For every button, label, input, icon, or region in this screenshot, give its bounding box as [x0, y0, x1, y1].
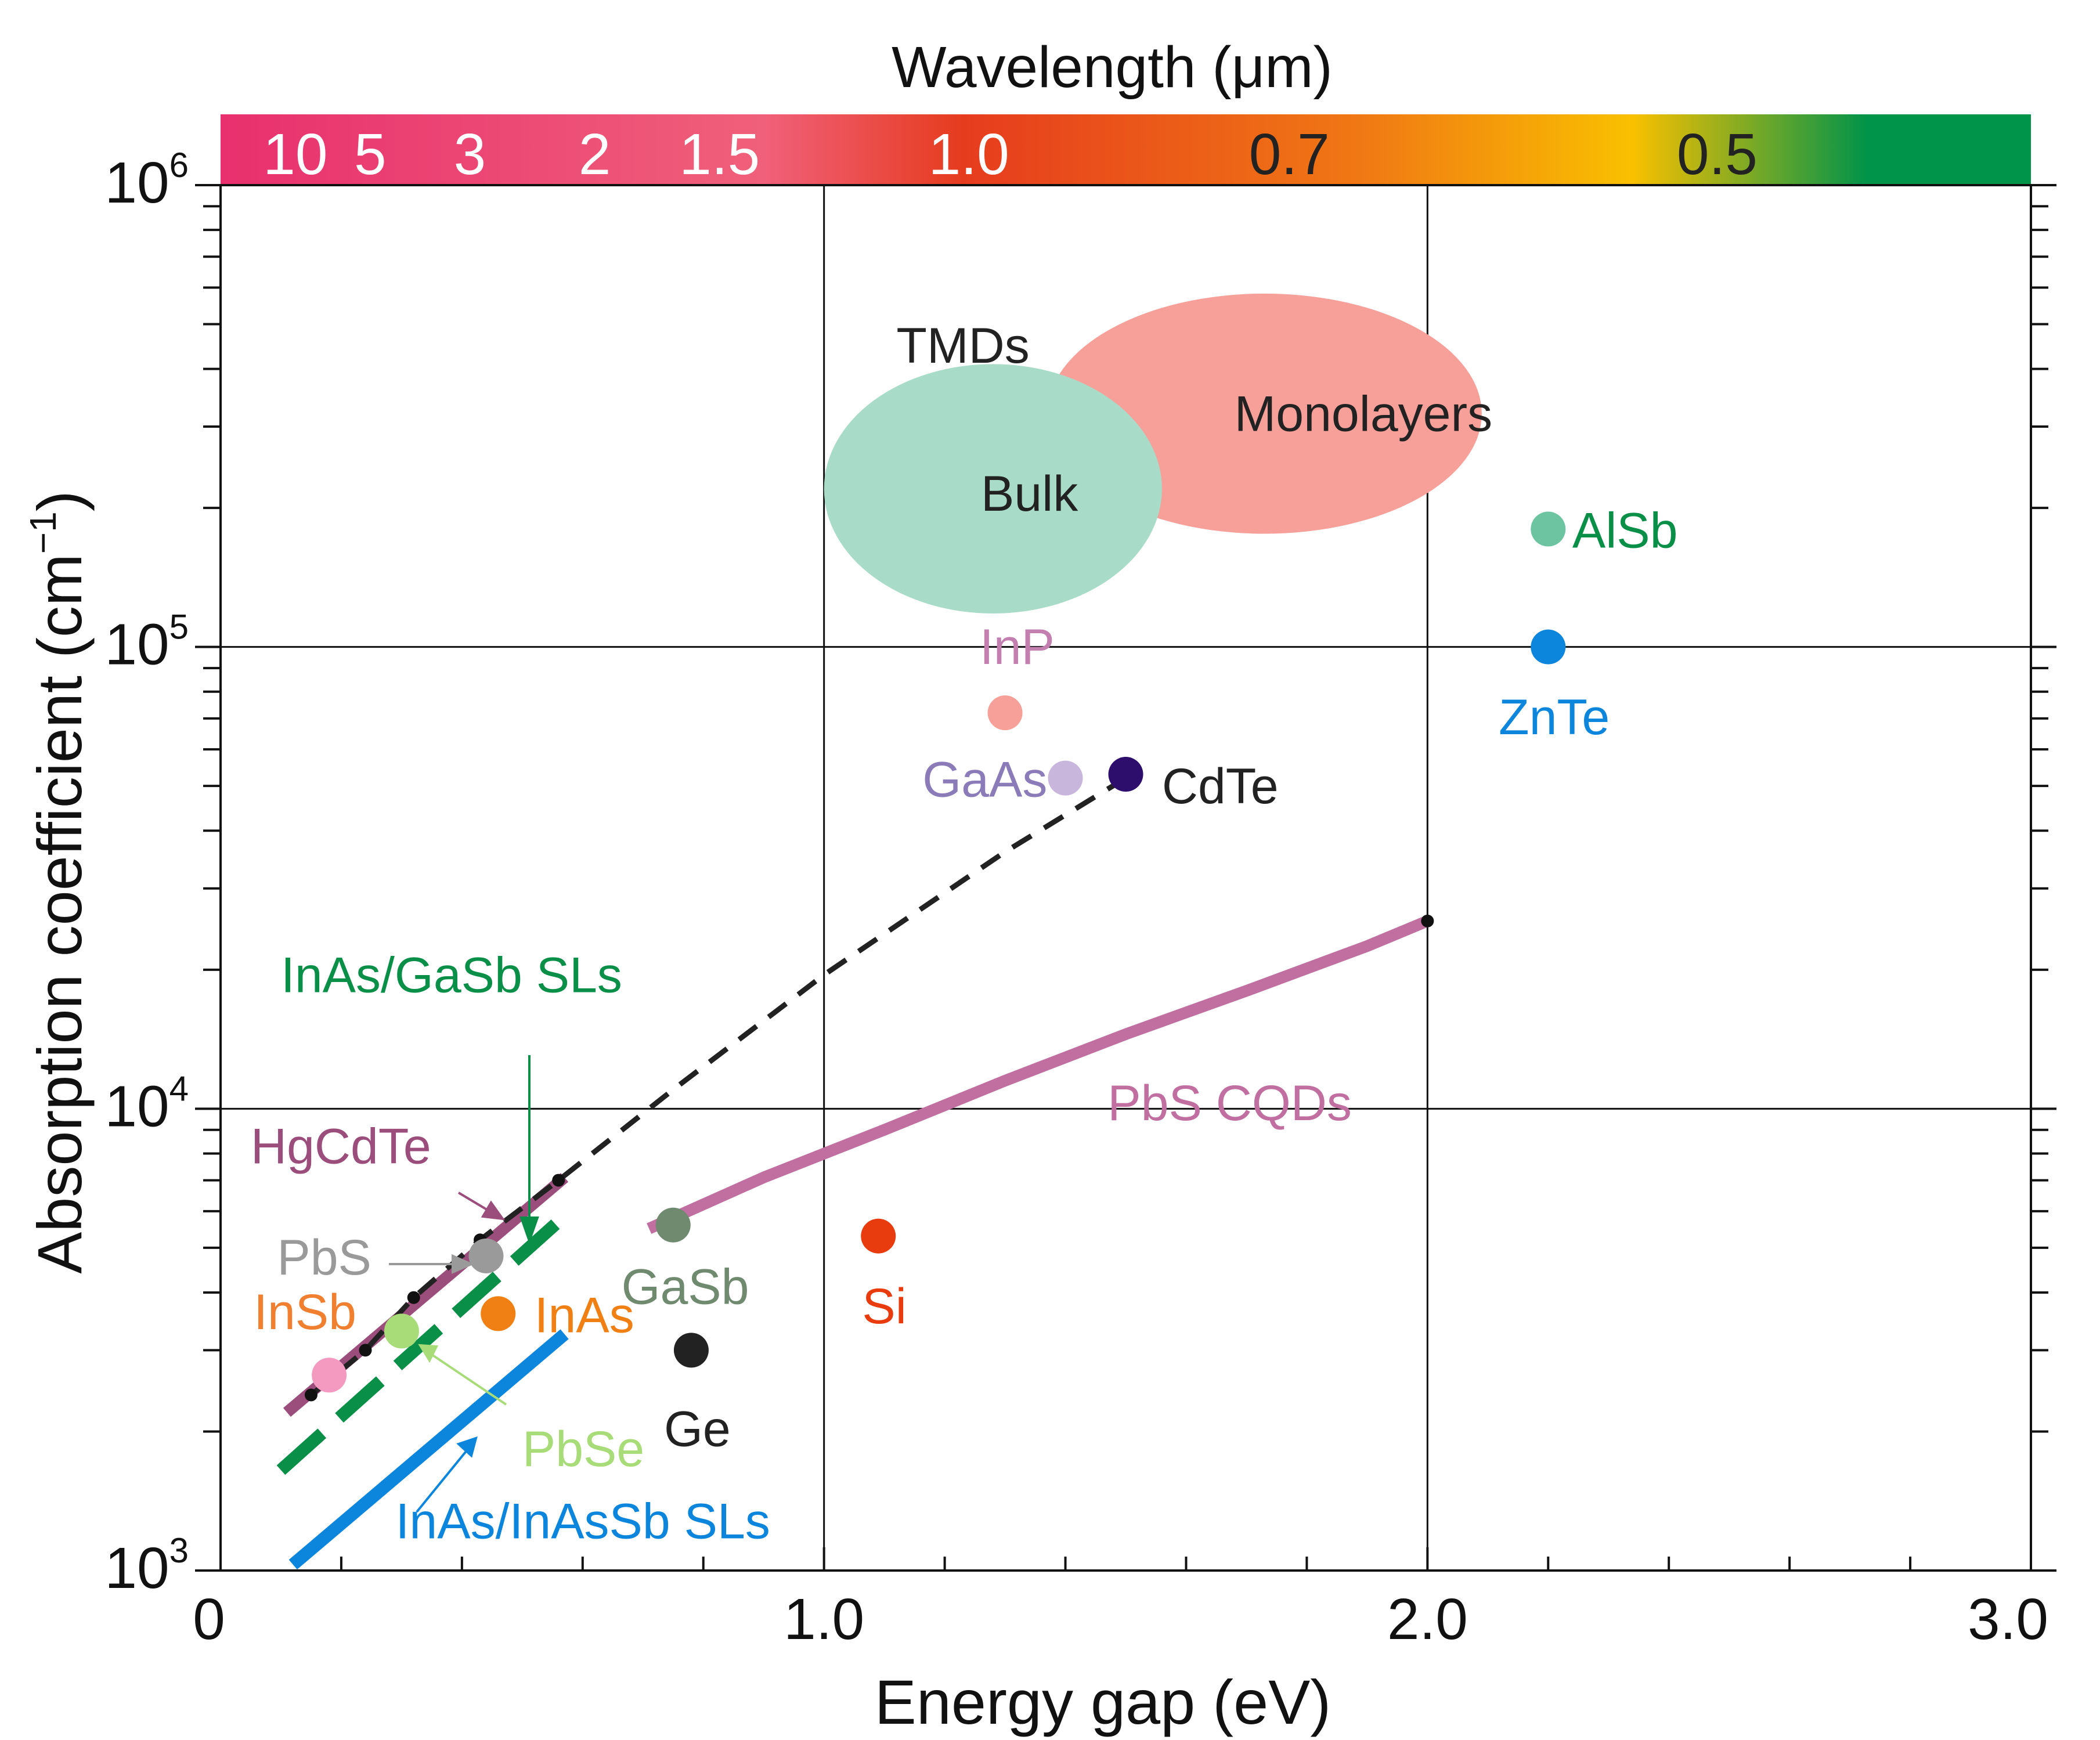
wavelength-label-10: 10 — [263, 122, 327, 187]
x-tick-label: 0 — [193, 1587, 225, 1652]
series-marker-dot — [304, 1388, 317, 1402]
wavelength-label-1-5: 1.5 — [679, 122, 760, 187]
inas-inassb-arrow — [416, 1445, 471, 1513]
y-tick-exp: 6 — [169, 146, 189, 185]
point-insb — [312, 1358, 347, 1393]
y-tick-base: 10 — [104, 1074, 169, 1139]
point-label-pbs: PbS — [277, 1230, 371, 1286]
annotation-hgcdte: HgCdTe — [251, 1119, 431, 1175]
series-line-pbs-cqds — [647, 915, 1430, 1234]
point-label-gaas: GaAs — [922, 752, 1047, 808]
pbse-arrow — [427, 1351, 507, 1406]
label-arrows — [389, 1055, 539, 1513]
inas-inassb-arrow-head — [456, 1436, 478, 1458]
point-inp — [987, 695, 1023, 731]
wavelength-label-0-7: 0.7 — [1249, 122, 1330, 187]
wavelength-label-0-5: 0.5 — [1677, 122, 1758, 187]
wavelength-label-1-0: 1.0 — [929, 122, 1009, 187]
inas-gasb-arrow-head — [519, 1216, 539, 1245]
series-line-inas-inassb-sls — [288, 1329, 569, 1570]
y-tick-base: 10 — [104, 150, 169, 215]
annotation-bulk: Bulk — [981, 466, 1078, 522]
hgcdte-arrow-head — [481, 1200, 506, 1221]
y-axis-label: Absorption coefficient (cm−1) — [22, 490, 95, 1274]
point-label-ge: Ge — [664, 1402, 731, 1457]
y-tick-exp: 4 — [169, 1069, 189, 1108]
wavelength-label-2: 2 — [579, 122, 611, 187]
y-tick-base: 10 — [104, 1536, 169, 1601]
x-tick-label: 3.0 — [1968, 1587, 2048, 1652]
series-marker-dot — [359, 1344, 372, 1357]
point-label-gasb: GaSb — [622, 1259, 749, 1315]
tmd-regions — [824, 293, 1482, 614]
point-label-znte: ZnTe — [1499, 689, 1610, 745]
wavelength-gradient — [221, 114, 2031, 185]
annotation-inas-gasb-sls: InAs/GaSb SLs — [281, 948, 622, 1003]
y-tick-label: 105 — [104, 608, 189, 677]
point-gaas — [1048, 760, 1083, 796]
point-inas — [481, 1296, 516, 1331]
y-tick-label: 103 — [104, 1531, 189, 1601]
pbse-arrow-head — [418, 1344, 439, 1363]
annotation-pbs-cqds: PbS CQDs — [1107, 1075, 1352, 1131]
y-tick-label: 104 — [104, 1069, 189, 1139]
wavelength-label-3: 3 — [454, 122, 486, 187]
series-marker-dot — [1421, 914, 1434, 927]
annotation-inas-inassb-sls: InAs/InAsSb SLs — [396, 1494, 770, 1550]
wavelength-labels: 10 5 3 2 1.5 1.0 0.7 0.5 — [263, 122, 1758, 187]
y-axis-label-main: Absorption coefficient (cm — [24, 554, 95, 1274]
plot-frame — [219, 184, 2032, 1572]
point-label-inas: InAs — [535, 1287, 634, 1343]
point-label-inp: InP — [980, 619, 1055, 675]
point-cdte — [1108, 757, 1143, 792]
point-label-si: Si — [862, 1279, 906, 1334]
x-axis-label: Energy gap (eV) — [875, 1667, 1331, 1737]
wavelength-bar: Wavelength (μm) 10 5 3 2 1.5 1.0 0.7 0.5 — [221, 35, 2031, 187]
y-tick-base: 10 — [104, 612, 169, 677]
series-line-hgcdte-trend — [309, 775, 1127, 1397]
point-znte — [1531, 629, 1566, 665]
series-marker-dot — [407, 1291, 420, 1304]
annotations: TMDs Monolayers Bulk InAs/GaSb SLs HgCdTe PbS… — [251, 318, 1492, 1550]
annotation-monolayers: Monolayers — [1235, 387, 1493, 442]
point-label-pbse: PbSe — [522, 1421, 644, 1477]
data-series — [276, 775, 1434, 1570]
pbs-arrow-head — [452, 1254, 474, 1275]
y-tick-label: 106 — [104, 146, 189, 215]
wavelength-label-5: 5 — [354, 122, 387, 187]
point-label-alsb: AlSb — [1572, 503, 1678, 559]
point-alsb — [1531, 511, 1566, 547]
x-tick-label: 1.0 — [784, 1587, 864, 1652]
point-label-insb: InSb — [254, 1284, 356, 1340]
x-tick-label: 2.0 — [1387, 1587, 1468, 1652]
y-axis-label-close: ) — [24, 490, 95, 511]
point-label-cdte: CdTe — [1162, 759, 1279, 814]
y-tick-exp: 5 — [169, 608, 189, 647]
point-ge — [673, 1333, 709, 1368]
y-axis-label-sup: −1 — [22, 511, 64, 554]
series-marker-dot — [552, 1174, 565, 1187]
point-gasb — [655, 1207, 691, 1243]
annotation-tmds: TMDs — [896, 318, 1029, 374]
point-pbs — [468, 1238, 504, 1273]
wavelength-title: Wavelength (μm) — [892, 35, 1333, 100]
y-tick-exp: 3 — [169, 1531, 189, 1570]
region-bulk — [824, 364, 1162, 614]
point-pbse — [384, 1313, 419, 1349]
x-axis-ticks: 0 1.0 2.0 3.0 — [193, 1547, 2048, 1652]
point-si — [861, 1218, 896, 1254]
